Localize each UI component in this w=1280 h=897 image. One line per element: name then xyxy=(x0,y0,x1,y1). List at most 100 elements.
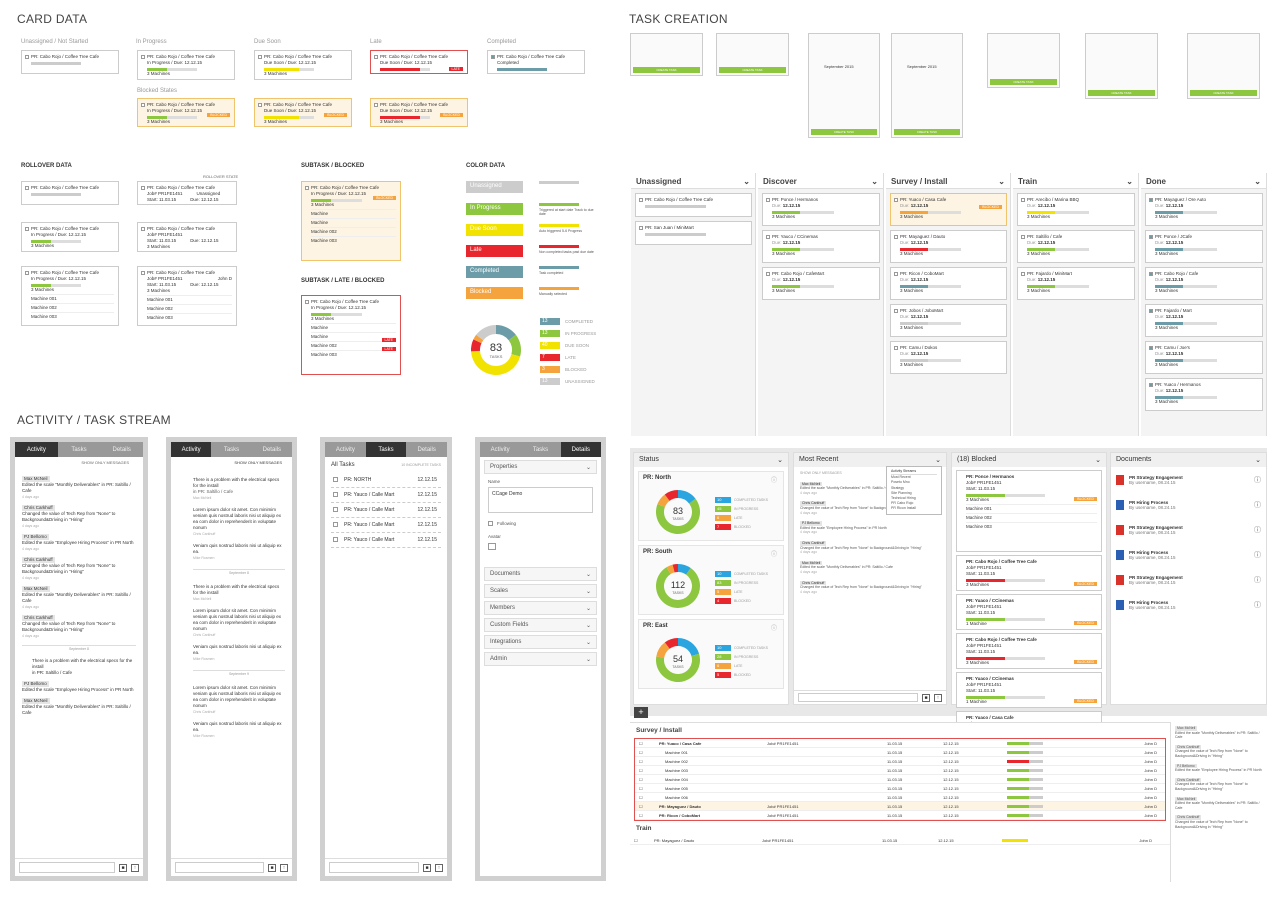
info-icon[interactable]: ⓘ xyxy=(1254,501,1261,509)
rollover-card-2[interactable]: PR: Cabo Rojo / Coffee Tree Cafe In Prog… xyxy=(21,222,119,252)
document-row[interactable]: PR Strategy Engagement By username, 08.24… xyxy=(1111,517,1266,542)
card-checkbox[interactable] xyxy=(894,235,898,239)
tab-activity[interactable]: Activity xyxy=(325,442,366,457)
entry-author[interactable]: Chris Carkhuff xyxy=(22,505,55,511)
subtask-row[interactable]: Machine xyxy=(311,332,396,340)
card-checkbox[interactable] xyxy=(25,271,29,275)
tab-details[interactable]: Details xyxy=(100,442,143,457)
entry-author[interactable]: Chris Carkhuff xyxy=(1175,815,1202,820)
entry-author[interactable]: Max McNeil xyxy=(800,481,823,487)
table-row[interactable]: ☐ Machine 004 11.03.15 12.12.15 John D xyxy=(635,775,1165,784)
subtask-row[interactable]: Machine xyxy=(311,323,396,331)
avatar-icon[interactable] xyxy=(488,543,496,550)
entry-author[interactable]: Chris Carkhuff xyxy=(1175,777,1202,783)
entry-author[interactable]: PJ Bellomo xyxy=(1175,763,1197,769)
chevron-down-icon[interactable]: ⌄ xyxy=(998,177,1005,186)
board-card[interactable]: PR: Ricon / CoboMart Due: 12.12.15 3 Machi… xyxy=(890,267,1007,300)
entry-author[interactable]: PJ Bellomo xyxy=(800,521,822,526)
subtask-blocked-card[interactable]: PR: Cabo Rojo / Coffee Tree Cafe In Prog… xyxy=(301,181,401,261)
tab-tasks[interactable]: Tasks xyxy=(365,442,407,457)
entry-author[interactable]: Max McNeil xyxy=(800,560,823,566)
blocked-card[interactable]: PR: Yuaco / CCinemas Job# PR1FE1451 Start:… xyxy=(956,672,1102,708)
stream-option[interactable]: Site Planning xyxy=(891,490,912,495)
create-task-button[interactable]: CREATE TASK xyxy=(894,129,960,135)
task-checkbox[interactable] xyxy=(333,477,338,482)
row-checkbox[interactable]: ☐ xyxy=(639,749,643,755)
card-due-soon[interactable]: PR: Cabo Rojo / Coffee Tree Cafe Due Soo… xyxy=(254,50,352,80)
create-task-button[interactable]: CREATE TASK xyxy=(1190,90,1257,96)
board-card[interactable]: PR: Ponce / Hermanos Due: 12.12.15 3 Machi… xyxy=(762,193,880,226)
info-icon[interactable]: ⓘ xyxy=(1254,576,1261,584)
create-task-button[interactable]: CREATE TASK xyxy=(811,129,877,135)
properties-accordion[interactable]: Properties ⌄ xyxy=(484,460,597,474)
info-icon[interactable]: ⓘ xyxy=(1254,526,1261,534)
column-header[interactable]: Unassigned ⌄ xyxy=(631,173,755,189)
column-header[interactable]: Done ⌄ xyxy=(1141,173,1266,189)
subtask-row[interactable]: Machine 003 xyxy=(966,522,1097,530)
board-card[interactable]: PR: Camu / Dokos Due: 12.12.15 3 Machines xyxy=(890,341,1007,374)
task-checkbox[interactable] xyxy=(333,537,338,542)
tab-details[interactable]: Details xyxy=(406,442,447,457)
video-icon[interactable]: ■ xyxy=(119,863,127,872)
card-checkbox[interactable] xyxy=(305,186,309,190)
table-row[interactable]: ☐ PR: Yuaco / Casa Cafe Job# PR1FE1451 11.0… xyxy=(635,739,1165,748)
board-card[interactable]: PR: Camu / Joe's Due: 12.12.15 3 Machines xyxy=(1145,341,1263,374)
subtask-row[interactable]: Machine 002 xyxy=(147,304,232,312)
upload-icon[interactable]: ↑ xyxy=(934,693,942,702)
task-form-calendar-2[interactable]: September 2015 CREATE TASK xyxy=(891,33,963,138)
card-checkbox-checked[interactable] xyxy=(491,55,495,59)
table-row[interactable]: ☐ Machine 002 11.03.15 12.12.15 John D xyxy=(635,757,1165,766)
chevron-down-icon[interactable]: ⌄ xyxy=(1254,177,1261,186)
card-checkbox[interactable] xyxy=(374,103,378,107)
table-row[interactable]: ☐ Machine 005 11.03.15 12.12.15 John D xyxy=(635,784,1165,793)
stream-option[interactable]: Strategy xyxy=(891,485,905,490)
board-card[interactable]: PR: Cabo Rojo / CafeMart Due: 12.12.15 3 M… xyxy=(762,267,880,300)
document-row[interactable]: PR Hiring Process By username, 08.24.15 ⓘ xyxy=(1111,492,1266,517)
activity-streams-dropdown[interactable]: Activity Streams Most Recent Poseto Mno Str… xyxy=(886,466,942,515)
video-icon[interactable]: ■ xyxy=(423,863,431,872)
board-card[interactable]: PR: Yuaco / Casa Cafe Due: 12.12.15 3 Mach… xyxy=(890,193,1007,226)
subtask-row[interactable]: Machine 002 xyxy=(311,341,396,349)
card-checkbox[interactable] xyxy=(1021,235,1025,239)
entry-author[interactable]: Max McNeil xyxy=(22,698,50,704)
group-train[interactable]: Train xyxy=(636,825,652,832)
tab-activity[interactable]: Activity xyxy=(171,442,212,457)
board-card[interactable]: PR: Cabo Rojo / Coffee Tree Cafe xyxy=(635,193,752,217)
tab-activity[interactable]: Activity xyxy=(480,442,521,457)
subtask-row[interactable]: Machine 001 xyxy=(31,294,114,302)
board-card[interactable]: PR: Jobos / JoboMart Due: 12.12.15 3 Machi… xyxy=(890,304,1007,337)
entry-author[interactable]: Chris Carkhuff xyxy=(22,615,55,621)
message-location[interactable]: in PR: Saltillo / Cafe xyxy=(32,670,73,675)
column-header[interactable]: Discover ⌄ xyxy=(758,173,883,189)
stream-option[interactable]: Poseto Mno xyxy=(891,480,910,485)
board-card[interactable]: PR: Mayaguez / Dauto Due: 12.12.15 3 Machi… xyxy=(890,230,1007,263)
card-blocked-due-soon[interactable]: PR: Cabo Rojo / Coffee Tree Cafe Due Soo… xyxy=(254,98,352,127)
board-card[interactable]: PR: Fajardo / MiniMart Due: 12.12.15 3 Mac… xyxy=(1017,267,1135,300)
card-checkbox[interactable] xyxy=(1149,198,1153,202)
info-icon[interactable]: ⓘ xyxy=(1254,601,1261,609)
task-checkbox[interactable] xyxy=(333,492,338,497)
tab-details[interactable]: Details xyxy=(560,442,601,457)
show-only-messages-toggle[interactable]: SHOW ONLY MESSAGES xyxy=(800,471,842,475)
subtask-row[interactable]: Machine xyxy=(311,209,396,217)
blocked-card[interactable]: PR: Yuaco / CCinemas Job# PR1FE1451 Start:… xyxy=(956,594,1102,630)
region-card[interactable]: PR: South ⓘ 112 TASKS 10 COMPLETED TASKS 83 IN … xyxy=(638,545,784,615)
document-row[interactable]: PR Strategy Engagement By username, 08.24… xyxy=(1111,467,1266,492)
message-input[interactable] xyxy=(798,693,918,702)
tab-activity[interactable]: Activity xyxy=(15,442,58,457)
tab-tasks[interactable]: Tasks xyxy=(211,442,252,457)
create-task-button[interactable]: CREATE TASK xyxy=(633,67,700,73)
task-checkbox[interactable] xyxy=(333,522,338,527)
info-icon[interactable]: ⓘ xyxy=(770,552,777,558)
card-checkbox[interactable] xyxy=(25,227,29,231)
create-task-button[interactable]: CREATE TASK xyxy=(990,79,1057,85)
card-checkbox[interactable] xyxy=(374,55,378,59)
card-unassigned[interactable]: PR: Cabo Rojo / Coffee Tree Cafe xyxy=(21,50,119,74)
entry-author[interactable]: Chris Carkhuff xyxy=(22,557,55,563)
card-checkbox[interactable] xyxy=(141,103,145,107)
region-card[interactable]: PR: North ⓘ 83 TASKS 10 COMPLETED TASKS 45 IN P… xyxy=(638,471,784,541)
column-header[interactable]: Survey / Install ⌄ xyxy=(886,173,1010,189)
card-checkbox[interactable] xyxy=(1149,346,1153,350)
rollover-card-3-hover[interactable]: PR: Cabo Rojo / Coffee Tree Cafe Job# PR… xyxy=(137,266,237,326)
info-icon[interactable]: ⓘ xyxy=(1254,476,1261,484)
